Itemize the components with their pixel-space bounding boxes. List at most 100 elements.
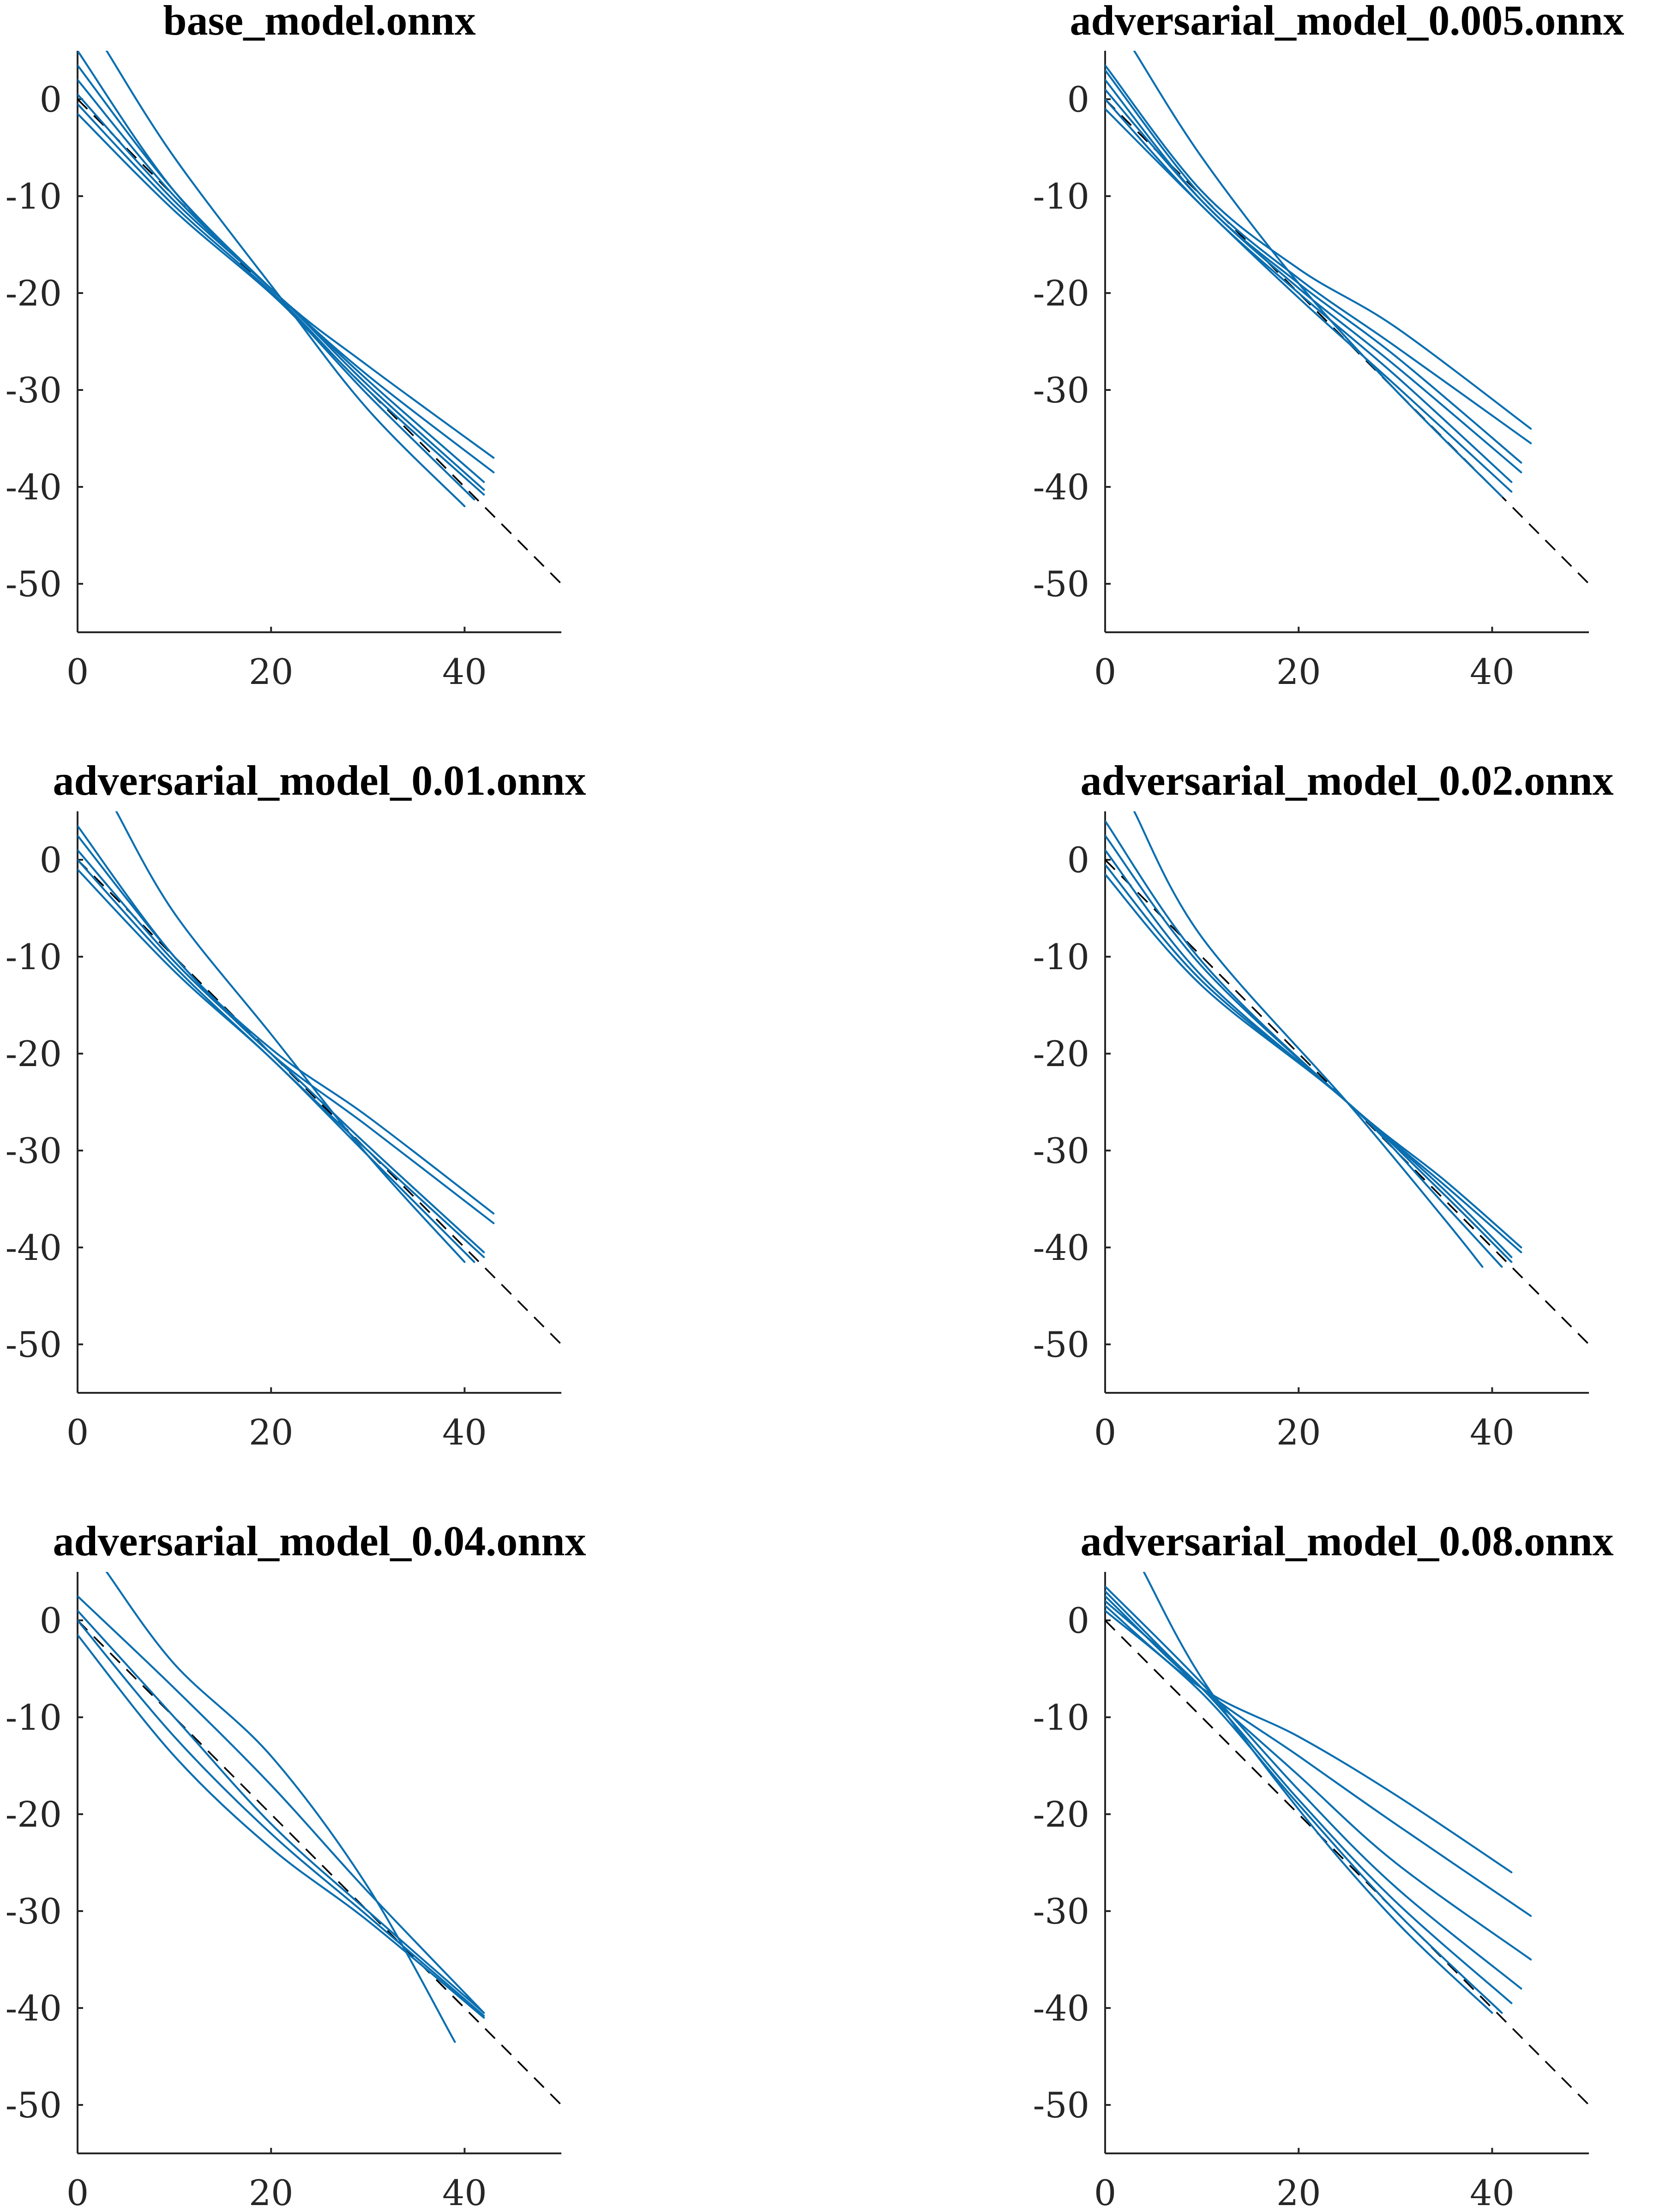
y-tick-label: -30: [6, 370, 62, 411]
series-line-6: [78, 113, 475, 501]
x-tick-label: 40: [442, 2172, 487, 2212]
chart-panel-4: adversarial_model_0.02.onnx 0 -10 -20 -30 -40…: [1033, 757, 1614, 1453]
series-line-3: [1105, 849, 1513, 1259]
y-tick-label: -20: [1033, 1794, 1089, 1835]
plot-area: [78, 51, 561, 585]
plot-area: [78, 1572, 561, 2106]
y-tick-label: -30: [1033, 1891, 1089, 1932]
y-tick-label: 0: [40, 839, 62, 881]
plot-area: [78, 811, 561, 1345]
y-tick-label: 0: [1067, 1600, 1089, 1641]
y-tick-label: -40: [1033, 467, 1089, 508]
y-tick-label: -20: [6, 1794, 62, 1835]
series-line-1: [1105, 820, 1522, 1249]
series-line-4: [1105, 88, 1522, 474]
y-tick-label: -50: [1033, 2085, 1089, 2126]
series-line-2: [1105, 69, 1532, 444]
y-tick-label: -50: [6, 1324, 62, 1365]
y-tick-label: -10: [1033, 936, 1089, 977]
chart-panel-5: adversarial_model_0.04.onnx 0 -10 -20 -30 -40…: [6, 1517, 586, 2212]
chart-title: adversarial_model_0.08.onnx: [1080, 1517, 1613, 1565]
chart-panel-2: adversarial_model_0.005.onnx 0 -10 -20 -30 -4…: [1033, 0, 1624, 692]
series-line-2: [78, 1595, 485, 2014]
series-line-6: [1105, 108, 1513, 493]
series-line-2: [1105, 834, 1522, 1253]
series-line-7: [105, 51, 466, 508]
plot-area: [1105, 51, 1589, 585]
y-tick-label: -20: [1033, 1033, 1089, 1074]
x-tick-label: 20: [249, 2172, 294, 2212]
y-tick-label: -10: [1033, 1697, 1089, 1738]
y-tick-label: -40: [1033, 1988, 1089, 2029]
plot-area: [1105, 1572, 1589, 2106]
x-tick-label: 40: [442, 651, 487, 692]
y-tick-label: -30: [6, 1891, 62, 1932]
y-tick-label: -40: [1033, 1227, 1089, 1268]
x-tick-label: 40: [442, 1412, 487, 1453]
x-tick-label: 0: [1094, 2172, 1116, 2212]
y-tick-label: -20: [6, 1033, 62, 1074]
series-line-5: [1105, 98, 1513, 483]
x-tick-label: 20: [249, 1412, 294, 1453]
chart-title: base_model.onnx: [163, 0, 475, 44]
chart-panel-1: base_model.onnx 0 -10 -20 -30 -40 -50 0 20 40: [6, 0, 561, 692]
series-line-3: [1105, 78, 1522, 464]
y-tick-label: -10: [6, 1697, 62, 1738]
series-line-2: [1105, 1595, 1532, 1917]
x-tick-label: 20: [1276, 1412, 1321, 1453]
y-tick-label: -30: [6, 1130, 62, 1171]
series-line-4: [1105, 1585, 1522, 1990]
x-tick-label: 40: [1470, 2172, 1515, 2212]
y-tick-label: -20: [1033, 273, 1089, 314]
series-line-3: [1105, 1590, 1532, 1961]
series-line-6: [1133, 811, 1484, 1268]
series-line-3: [78, 78, 485, 483]
y-tick-label: 0: [1067, 839, 1089, 881]
reference-line: [78, 1619, 561, 2106]
series-line-1: [1105, 64, 1532, 430]
y-tick-label: 0: [40, 79, 62, 120]
series-line-7: [1133, 51, 1503, 498]
chart-title: adversarial_model_0.02.onnx: [1080, 757, 1613, 804]
y-tick-label: -40: [6, 1227, 62, 1268]
y-tick-label: -50: [6, 2085, 62, 2126]
x-tick-label: 20: [1276, 2172, 1321, 2212]
y-tick-label: -50: [1033, 1324, 1089, 1365]
chart-title: adversarial_model_0.005.onnx: [1070, 0, 1624, 44]
reference-line: [1105, 1619, 1589, 2106]
y-tick-label: -50: [1033, 563, 1089, 605]
series-line-4: [78, 1619, 485, 2017]
series-line-6: [115, 811, 466, 1263]
x-tick-label: 40: [1470, 651, 1515, 692]
y-tick-label: -10: [1033, 176, 1089, 217]
reference-line: [78, 859, 561, 1345]
series-line-6: [1105, 1609, 1503, 2014]
chart-title: adversarial_model_0.01.onnx: [53, 757, 586, 804]
x-tick-label: 20: [249, 651, 294, 692]
chart-panel-6: adversarial_model_0.08.onnx 0 -10 -20 -30 -40…: [1033, 1517, 1614, 2212]
series-line-5: [1105, 873, 1503, 1268]
series-line-5: [78, 103, 485, 496]
x-tick-label: 0: [1094, 1412, 1116, 1453]
series-line-3: [78, 849, 485, 1253]
series-line-5: [78, 1634, 485, 2019]
y-tick-label: -30: [1033, 1130, 1089, 1171]
x-tick-label: 0: [66, 2172, 89, 2212]
y-tick-label: 0: [1067, 79, 1089, 120]
series-line-5: [78, 868, 475, 1263]
y-tick-label: -50: [6, 563, 62, 605]
series-line-1: [78, 51, 495, 459]
y-tick-label: 0: [40, 1600, 62, 1641]
series-line-1: [78, 825, 495, 1215]
y-tick-label: -20: [6, 273, 62, 314]
y-tick-label: -40: [6, 1988, 62, 2029]
y-tick-label: -10: [6, 936, 62, 977]
chart-title: adversarial_model_0.04.onnx: [53, 1517, 586, 1565]
y-tick-label: -40: [6, 467, 62, 508]
series-line-1: [105, 1572, 456, 2043]
y-tick-label: -10: [6, 176, 62, 217]
series-line-7: [1143, 1572, 1493, 2014]
x-tick-label: 0: [66, 651, 89, 692]
series-line-5: [1105, 1600, 1513, 2004]
